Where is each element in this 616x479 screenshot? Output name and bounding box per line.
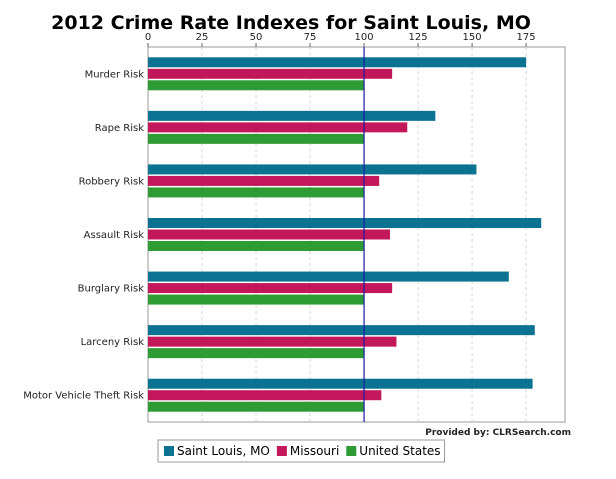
bar-saint-louis-mo <box>148 325 535 336</box>
x-tick-label: 175 <box>517 32 536 43</box>
legend-box <box>157 439 446 463</box>
bar-missouri <box>148 175 380 186</box>
bar-united-states <box>148 187 365 198</box>
bar-united-states <box>148 133 365 144</box>
category-label: Larceny Risk <box>81 337 145 348</box>
x-tick-label: 75 <box>304 32 317 43</box>
legend-label: Saint Louis, MO <box>177 444 270 458</box>
category-label: Rape Risk <box>95 123 144 134</box>
chart-title: 2012 Crime Rate Indexes for Saint Louis,… <box>51 12 531 34</box>
bar-united-states <box>148 348 365 359</box>
bar-united-states <box>148 80 365 91</box>
category-label: Assault Risk <box>84 230 145 241</box>
bar-saint-louis-mo <box>148 218 542 228</box>
category-label: Burglary Risk <box>78 284 145 295</box>
credit-text: Provided by: CLRSearch.com <box>425 428 571 438</box>
legend-swatch <box>164 446 174 456</box>
x-tick-label: 125 <box>409 32 428 43</box>
bar-missouri <box>148 283 393 294</box>
bar-saint-louis-mo <box>148 110 436 121</box>
legend-label: United States <box>359 444 440 458</box>
bar-missouri <box>148 229 390 240</box>
legend-swatch <box>276 446 287 456</box>
x-tick-label: 25 <box>196 32 209 43</box>
bar-saint-louis-mo <box>148 378 533 389</box>
category-label: Motor Vehicle Theft Risk <box>23 391 144 402</box>
bar-missouri <box>148 122 408 133</box>
grid <box>201 47 527 422</box>
legend-label: Missouri <box>290 444 339 458</box>
bar-missouri <box>148 68 393 79</box>
bar-saint-louis-mo <box>148 164 477 175</box>
bar-saint-louis-mo <box>148 271 509 282</box>
legend: Saint Louis, MO Missouri United States <box>157 439 446 463</box>
legend-swatch <box>346 446 357 456</box>
x-tick-label: 100 <box>355 32 374 43</box>
category-label: Murder Risk <box>85 69 145 80</box>
bar-missouri <box>148 336 397 347</box>
bar-united-states <box>148 401 365 412</box>
x-axis: 0 25 50 75 100 125 150 175 <box>145 32 536 47</box>
bar-missouri <box>148 390 382 401</box>
bars <box>148 57 542 412</box>
x-tick-label: 0 <box>145 32 151 43</box>
category-label: Robbery Risk <box>79 176 145 187</box>
x-tick-label: 150 <box>463 32 482 43</box>
y-axis: Murder Risk Rape Risk Robbery Risk Assault … <box>23 69 144 401</box>
bar-united-states <box>148 294 365 305</box>
x-tick-label: 50 <box>250 32 263 43</box>
bar-saint-louis-mo <box>148 57 527 68</box>
bar-united-states <box>148 241 365 251</box>
